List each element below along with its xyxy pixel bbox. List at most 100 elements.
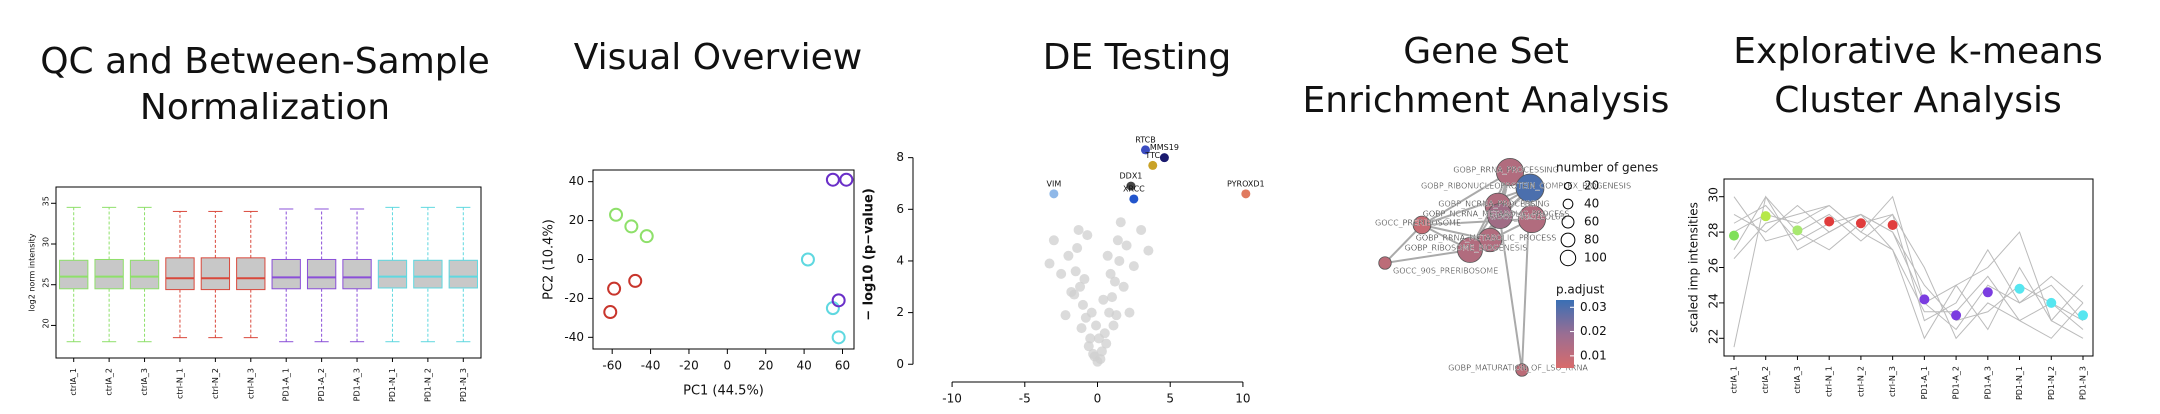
- y-tick-label: -40: [564, 330, 584, 344]
- y-axis-label: PC2 (10.4%): [542, 219, 557, 300]
- size-legend-key: [1564, 182, 1572, 190]
- y-tick-label: 4: [896, 253, 904, 267]
- point: [1098, 294, 1109, 305]
- point: [1063, 250, 1074, 261]
- point: [1085, 333, 1096, 344]
- x-tick-label: ctrlA_2: [1761, 366, 1770, 394]
- profile-line: [1733, 204, 2084, 330]
- highlight-point: [1159, 153, 1169, 163]
- point: [1107, 292, 1118, 303]
- point: [628, 273, 643, 288]
- x-tick-label: ctrlA_3: [140, 368, 149, 396]
- point: [1128, 261, 1139, 272]
- point: [1136, 224, 1147, 235]
- plot-frame: [55, 186, 482, 359]
- color-legend-label: 0.03: [1580, 300, 1607, 314]
- point: [609, 207, 624, 222]
- point: [839, 172, 854, 187]
- size-legend-label: 60: [1584, 215, 1599, 229]
- color-bar: [1556, 300, 1574, 368]
- box: [342, 258, 372, 290]
- panel-title: Normalization: [140, 87, 390, 128]
- point: [639, 229, 654, 244]
- profile-line: [1733, 204, 2084, 331]
- x-tick-label: 0: [724, 359, 732, 373]
- x-tick-label: ctrl-N_3: [1888, 366, 1897, 397]
- box: [413, 259, 443, 289]
- y-tick-label: 8: [896, 150, 904, 164]
- x-tick-label: -60: [602, 359, 622, 373]
- node: [1378, 256, 1392, 270]
- point: [1143, 245, 1154, 256]
- panel-title: Enrichment Analysis: [1303, 80, 1670, 121]
- point: [825, 172, 840, 187]
- size-legend-label: 40: [1584, 197, 1599, 211]
- y-tick-label: 2: [896, 305, 904, 319]
- x-tick-label: 10: [1235, 392, 1250, 406]
- point: [1056, 268, 1067, 279]
- point: [1048, 235, 1059, 246]
- node: [1457, 237, 1483, 263]
- x-tick-label: PD1-N_3: [459, 368, 468, 402]
- point: [1114, 255, 1125, 266]
- point: [831, 330, 846, 345]
- panel-title: Gene Set: [1403, 31, 1569, 72]
- x-tick-label: ctrl-N_2: [1856, 366, 1865, 397]
- x-tick-label: ctrl-N_3: [246, 368, 255, 399]
- box: [271, 258, 301, 290]
- point: [1044, 258, 1055, 269]
- edge: [1421, 171, 1511, 226]
- y-tick-label: 22: [1707, 329, 1721, 344]
- size-legend-key: [1561, 215, 1575, 229]
- size-legend-key: [1562, 198, 1574, 210]
- point: [1083, 341, 1094, 352]
- x-tick-label: 60: [835, 359, 850, 373]
- point: [1091, 320, 1102, 331]
- node-label: GOBP_NCRNA_PROCESSING: [1438, 200, 1549, 209]
- y-tick-label: 20: [42, 318, 51, 328]
- box: [94, 258, 124, 290]
- x-tick-label: PD1-N_3: [2079, 366, 2088, 400]
- box: [129, 259, 160, 290]
- profile-line: [1733, 196, 2084, 340]
- y-tick-label: 40: [569, 174, 584, 188]
- size-legend-key: [1560, 232, 1576, 248]
- node: [1487, 203, 1513, 229]
- x-tick-label: -40: [641, 359, 661, 373]
- point: [831, 293, 846, 308]
- x-tick-label: ctrl-N_1: [1825, 366, 1834, 397]
- x-tick-label: PD1-A_1: [1920, 366, 1929, 399]
- center-point: [1792, 225, 1803, 236]
- point: [800, 252, 815, 267]
- x-tick-label: PD1-N_1: [2015, 366, 2024, 400]
- y-tick-label: -20: [564, 291, 584, 305]
- size-legend-label: 80: [1584, 233, 1599, 247]
- x-tick-label: 40: [796, 359, 811, 373]
- y-tick-label: 0: [896, 357, 904, 371]
- box: [377, 259, 408, 289]
- size-legend-key: [1559, 249, 1577, 267]
- point: [1082, 230, 1093, 241]
- point: [1102, 250, 1113, 261]
- point-label: VIM: [1047, 179, 1062, 188]
- highlight-point: [1140, 145, 1150, 155]
- x-tick-label: ctrlA_2: [105, 368, 114, 396]
- center-point: [2046, 297, 2057, 308]
- node-label: GOCC_90S_PRERIBOSOME: [1393, 267, 1498, 276]
- node-label: GOBP_RRNA_PROCESSING: [1453, 166, 1558, 175]
- center-point: [1982, 287, 1993, 298]
- point: [1076, 323, 1087, 334]
- point-label: MMS19: [1150, 143, 1179, 152]
- y-tick-label: 28: [1707, 222, 1721, 237]
- point: [624, 219, 639, 234]
- point: [1075, 281, 1086, 292]
- x-tick-label: ctrlA_1: [1730, 366, 1739, 394]
- point: [1072, 243, 1083, 254]
- highlight-point: [1129, 194, 1139, 204]
- point: [1093, 333, 1104, 344]
- y-tick-label: 30: [42, 237, 51, 247]
- highlight-point: [1241, 189, 1251, 199]
- point-label: XRCC: [1123, 184, 1145, 193]
- point: [1124, 307, 1135, 318]
- center-point: [2014, 283, 2025, 294]
